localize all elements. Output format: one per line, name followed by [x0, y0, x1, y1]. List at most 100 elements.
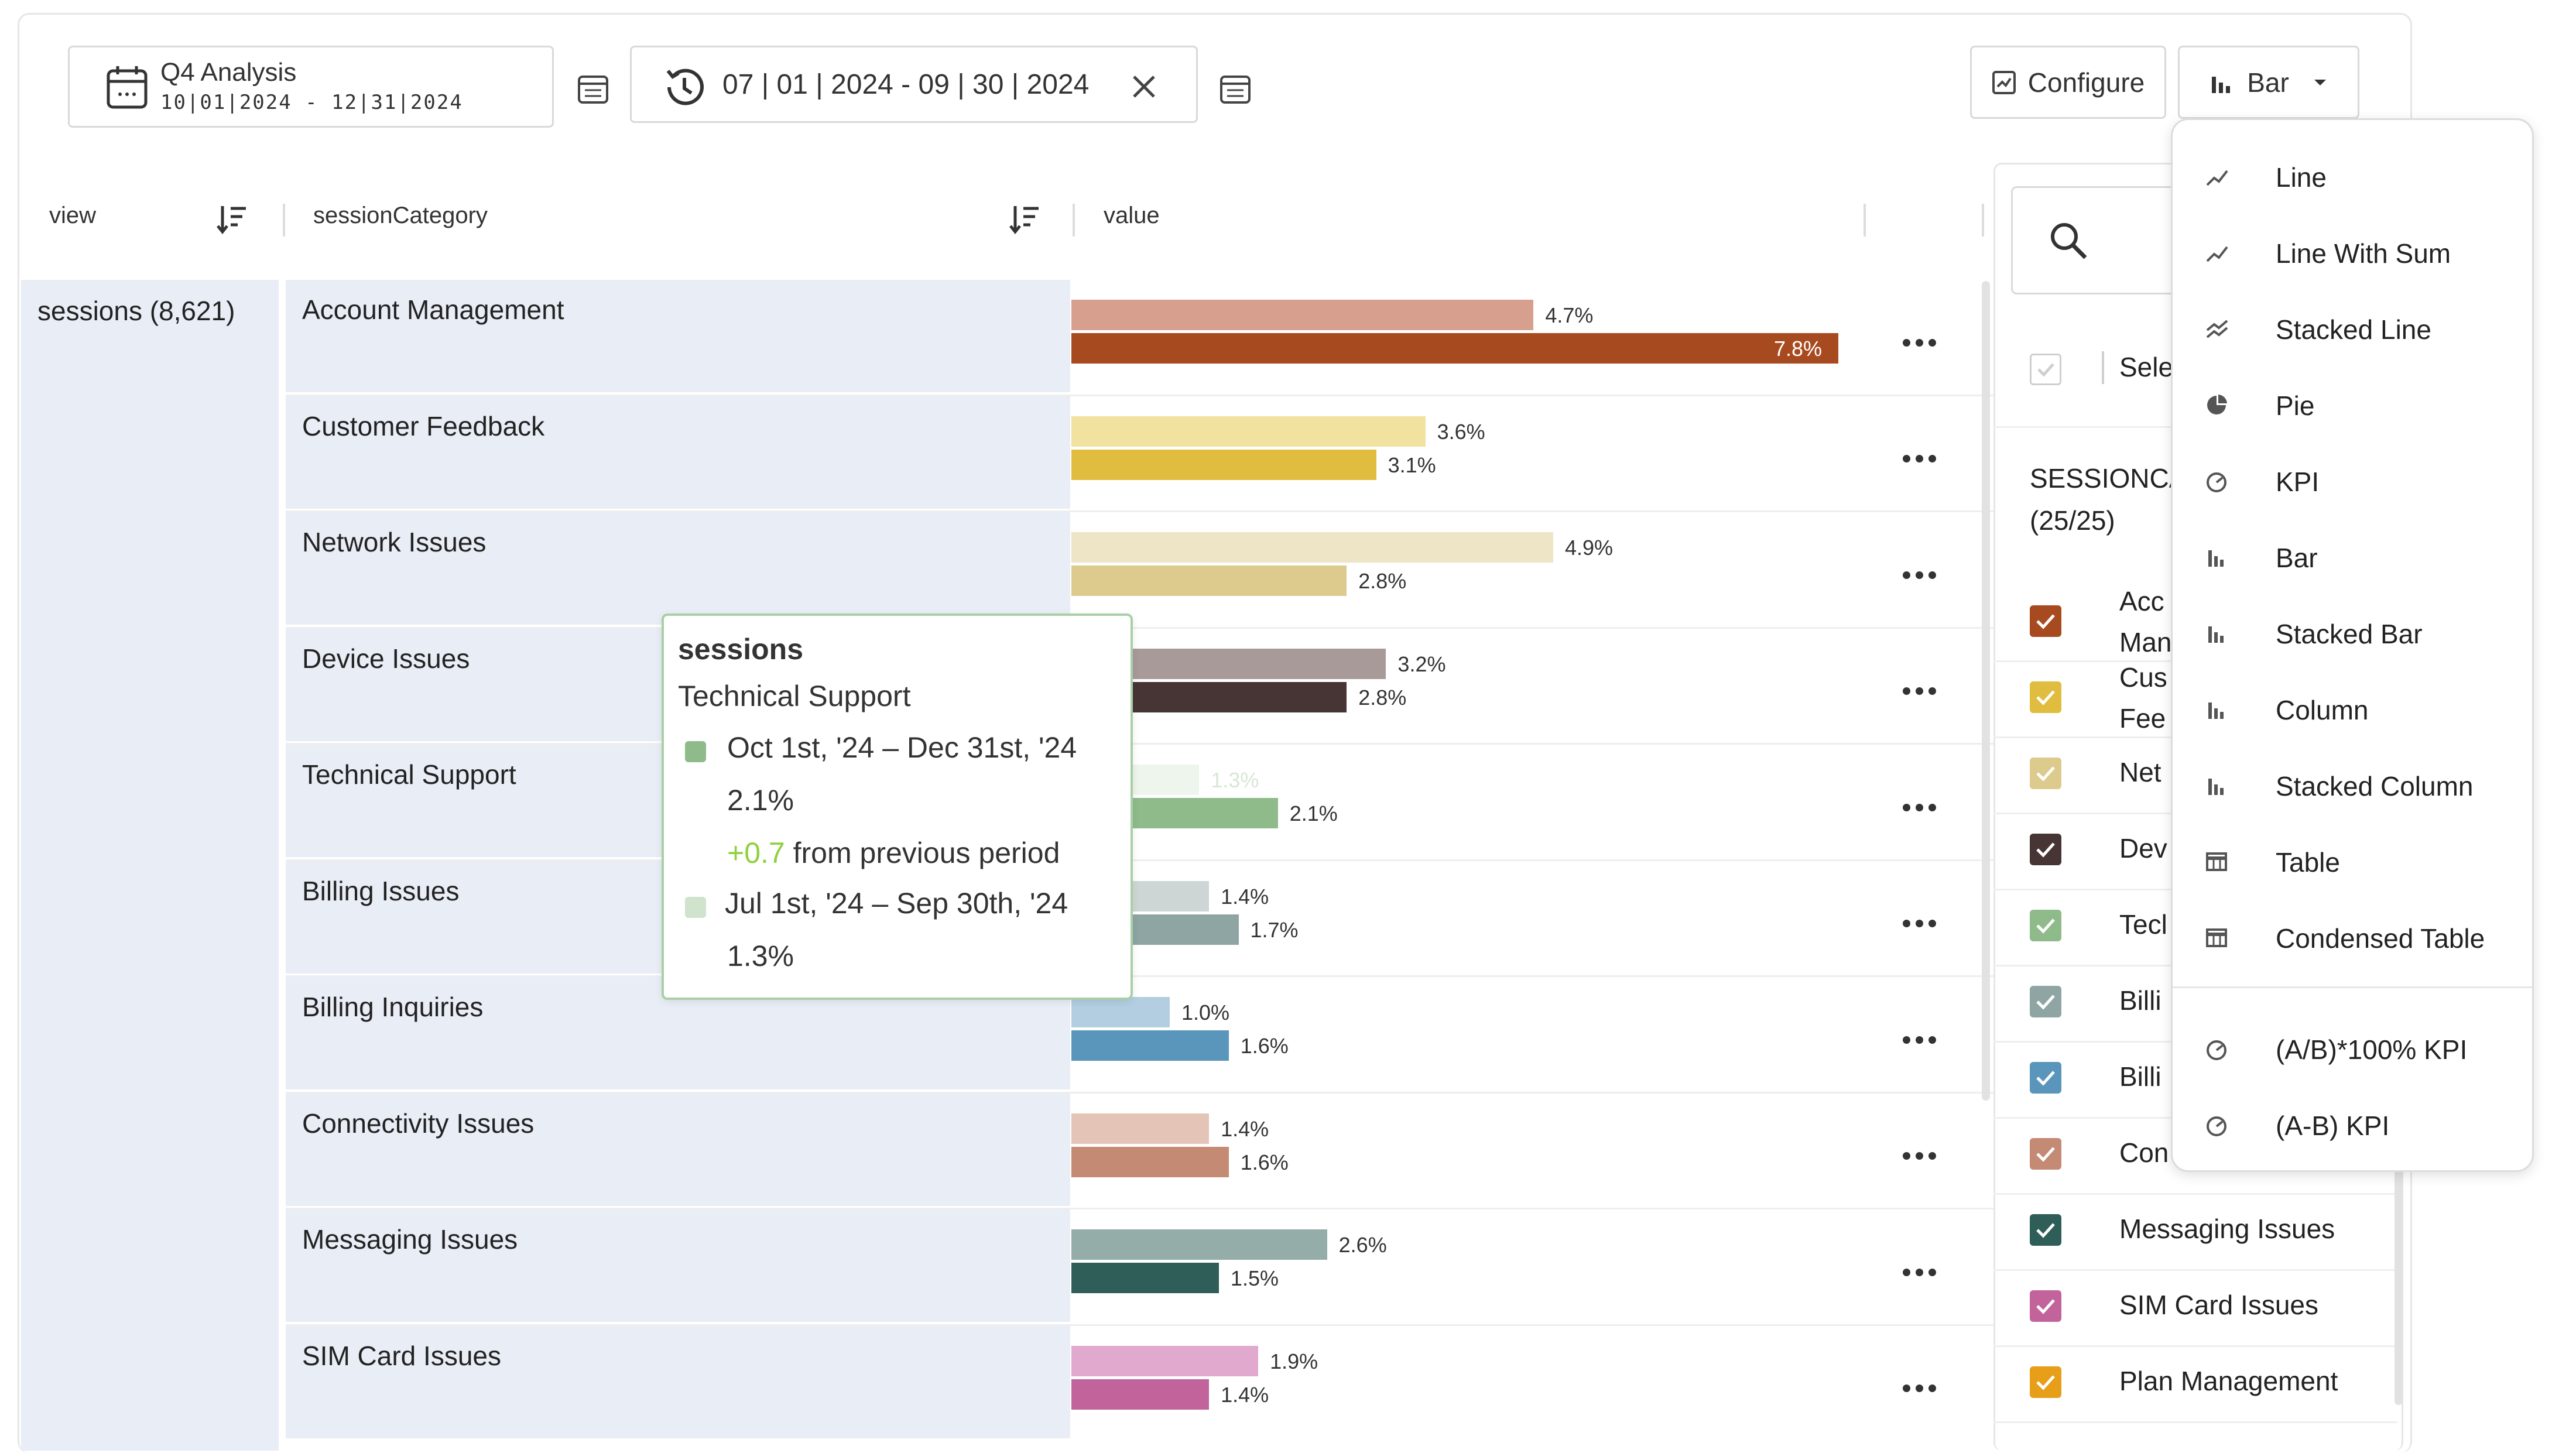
- menu-item[interactable]: KPI: [2173, 445, 2532, 515]
- table-row[interactable]: Account Management: [286, 280, 1070, 392]
- table-row[interactable]: Messaging Issues: [286, 1209, 1070, 1322]
- bar-previous[interactable]: [1071, 1263, 1219, 1293]
- menu-item[interactable]: (A/B)*100% KPI: [2173, 1013, 2532, 1083]
- bar-previous[interactable]: [1071, 333, 1838, 364]
- legend-item-label: Billi: [2119, 985, 2161, 1016]
- table-row[interactable]: SIM Card Issues: [286, 1325, 1070, 1438]
- menu-item[interactable]: Line: [2173, 140, 2532, 211]
- bar-current[interactable]: [1071, 1113, 1210, 1144]
- more-options-icon[interactable]: [1903, 1380, 1944, 1397]
- period-selector[interactable]: Q4 Analysis 10|01|2024 - 12|31|2024: [68, 46, 554, 128]
- more-options-icon[interactable]: [1903, 334, 1944, 351]
- row-category-label: Account Management: [302, 294, 564, 325]
- bar-value-label: 1.9%: [1270, 1349, 1318, 1373]
- row-category-label: Device Issues: [302, 643, 470, 674]
- table-scrollbar[interactable]: [1982, 281, 1990, 1101]
- chart-type-dropdown[interactable]: Bar: [2178, 46, 2359, 119]
- bar-previous[interactable]: [1071, 449, 1376, 480]
- bar-current[interactable]: [1071, 1345, 1259, 1376]
- clear-compare-icon[interactable]: [1129, 72, 1159, 101]
- bar-current[interactable]: [1071, 1229, 1327, 1260]
- more-options-icon[interactable]: [1903, 799, 1944, 816]
- legend-checkbox[interactable]: [2030, 834, 2061, 865]
- legend-checkbox[interactable]: [2030, 1366, 2061, 1398]
- bar-current[interactable]: [1071, 300, 1534, 330]
- menu-item[interactable]: Bar: [2173, 521, 2532, 591]
- bar-current[interactable]: [1071, 416, 1426, 447]
- table-icon: [2206, 852, 2227, 871]
- more-options-icon[interactable]: [1903, 1147, 1944, 1165]
- sort-icon[interactable]: [1008, 204, 1040, 234]
- bar-value-label: 1.0%: [1181, 1000, 1229, 1024]
- legend-checkbox[interactable]: [2030, 1062, 2061, 1094]
- legend-checkbox[interactable]: [2030, 1214, 2061, 1246]
- more-options-icon[interactable]: [1903, 566, 1944, 584]
- bar-value-label: 3.1%: [1388, 453, 1436, 477]
- period-name: Q4 Analysis: [160, 58, 297, 87]
- menu-item[interactable]: Table: [2173, 825, 2532, 896]
- bar-chart-icon: [2212, 76, 2231, 93]
- bar-value-label: 4.7%: [1545, 303, 1594, 327]
- more-options-icon[interactable]: [1903, 1263, 1944, 1281]
- bar-previous[interactable]: [1071, 1146, 1229, 1177]
- bar-current[interactable]: [1071, 532, 1553, 563]
- legend-checkbox[interactable]: [2030, 1290, 2061, 1322]
- row-category-label: Billing Inquiries: [302, 992, 484, 1022]
- row-category-label: Network Issues: [302, 527, 487, 557]
- menu-separator: [2173, 986, 2532, 988]
- legend-group-title: SESSIONCA: [2030, 463, 2187, 494]
- legend-checkbox[interactable]: [2030, 605, 2061, 637]
- column-divider: [283, 204, 285, 237]
- configure-label: Configure: [2027, 67, 2145, 98]
- menu-item-label: (A/B)*100% KPI: [2276, 1034, 2468, 1065]
- menu-item[interactable]: Stacked Line: [2173, 293, 2532, 363]
- legend-checkbox[interactable]: [2030, 758, 2061, 789]
- tooltip-delta-text: from previous period: [793, 837, 1060, 869]
- menu-item[interactable]: Column: [2173, 673, 2532, 743]
- table-row[interactable]: Connectivity Issues: [286, 1093, 1070, 1206]
- bar-value-label: 2.6%: [1338, 1233, 1387, 1257]
- menu-item[interactable]: Condensed Table: [2173, 902, 2532, 972]
- menu-item[interactable]: Stacked Column: [2173, 749, 2532, 820]
- legend-item-label: Net: [2119, 757, 2161, 787]
- select-all-checkbox[interactable]: [2030, 354, 2061, 385]
- calendar-list-icon[interactable]: [1219, 72, 1252, 105]
- menu-item[interactable]: Line With Sum: [2173, 217, 2532, 287]
- more-options-icon[interactable]: [1903, 683, 1944, 700]
- calendar-list-icon[interactable]: [577, 72, 609, 105]
- more-options-icon[interactable]: [1903, 450, 1944, 468]
- bar-previous[interactable]: [1071, 1379, 1210, 1410]
- table-row[interactable]: Customer Feedback: [286, 396, 1070, 509]
- menu-item-label: Pie: [2276, 390, 2315, 421]
- row-separator: [286, 1324, 2130, 1326]
- legend-group-count: (25/25): [2030, 505, 2115, 536]
- menu-item-label: Stacked Column: [2276, 771, 2474, 801]
- legend-checkbox[interactable]: [2030, 986, 2061, 1017]
- legend-checkbox[interactable]: [2030, 1138, 2061, 1170]
- menu-item[interactable]: Stacked Bar: [2173, 597, 2532, 667]
- more-options-icon[interactable]: [1903, 915, 1944, 933]
- previous-period-swatch: [685, 897, 706, 918]
- bar-current[interactable]: [1071, 997, 1170, 1027]
- bar-chart-icon: [2208, 626, 2224, 643]
- line-chart-icon: [2206, 246, 2228, 262]
- legend-checkbox[interactable]: [2030, 910, 2061, 941]
- menu-item[interactable]: Pie: [2173, 369, 2532, 439]
- row-category-label: Billing Issues: [302, 875, 460, 906]
- bar-chart-icon: [2208, 550, 2224, 567]
- bar-value-label: 2.8%: [1358, 685, 1407, 710]
- legend-checkbox[interactable]: [2030, 681, 2061, 713]
- table-icon: [2206, 928, 2227, 947]
- more-options-icon[interactable]: [1903, 1031, 1944, 1048]
- menu-item[interactable]: (A-B) KPI: [2173, 1089, 2532, 1159]
- table-row[interactable]: Network Issues: [286, 512, 1070, 625]
- bar-previous[interactable]: [1071, 1030, 1229, 1061]
- menu-item-label: Condensed Table: [2276, 923, 2485, 954]
- bar-previous[interactable]: [1071, 566, 1347, 596]
- period-range: 10|01|2024 - 12|31|2024: [160, 91, 463, 114]
- configure-button[interactable]: Configure: [1970, 46, 2166, 119]
- compare-period-selector[interactable]: 07 | 01 | 2024 - 09 | 30 | 2024: [630, 46, 1198, 123]
- tooltip-category: Technical Support: [678, 680, 911, 712]
- sort-icon[interactable]: [215, 204, 247, 234]
- row-separator: [286, 510, 2130, 512]
